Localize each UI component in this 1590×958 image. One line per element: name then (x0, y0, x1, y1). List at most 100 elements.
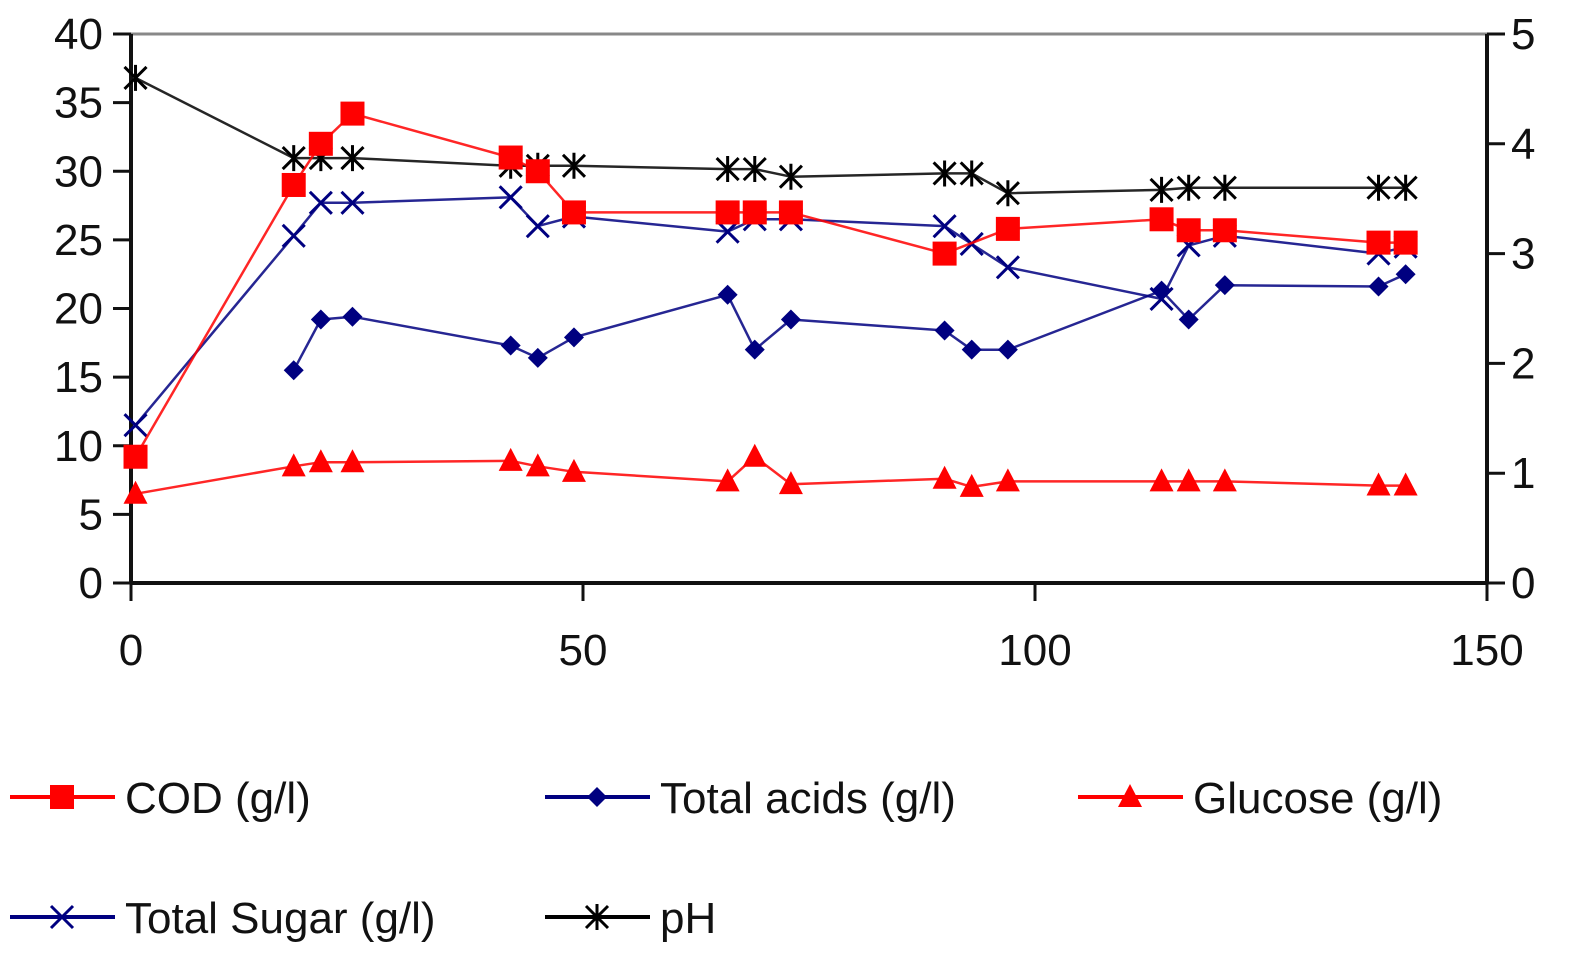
data-point (281, 172, 306, 197)
data-point (525, 214, 550, 239)
data-point (1393, 174, 1418, 201)
legend-label: COD (g/l) (125, 774, 311, 823)
data-point (123, 413, 148, 438)
data-point (281, 453, 306, 477)
data-point (1393, 472, 1418, 496)
data-point (715, 156, 740, 183)
y2-tick-label: 5 (1511, 10, 1535, 59)
legend-label: pH (660, 894, 716, 943)
data-point (1368, 276, 1389, 297)
data-point (1149, 207, 1174, 232)
data-point (1212, 468, 1237, 492)
data-point (961, 339, 982, 360)
data-point (995, 180, 1020, 207)
data-point (525, 159, 550, 184)
series-line (134, 196, 1406, 427)
data-point (717, 284, 738, 305)
y2-tick-label: 2 (1511, 339, 1535, 388)
data-point (995, 216, 1020, 241)
data-point (778, 163, 803, 190)
data-point (561, 458, 586, 482)
legend-marker (50, 785, 74, 809)
data-point (563, 327, 584, 348)
data-point (1212, 218, 1237, 243)
x-tick-label: 50 (559, 626, 608, 675)
data-point (932, 241, 957, 266)
data-point (932, 160, 957, 187)
data-point (281, 223, 306, 248)
legend-item: Glucose (g/l) (1078, 774, 1442, 823)
data-point (744, 339, 765, 360)
data-point (995, 468, 1020, 492)
data-point (778, 200, 803, 225)
data-point (715, 200, 740, 225)
data-point (498, 185, 523, 210)
data-point (934, 320, 955, 341)
data-point (1149, 286, 1174, 311)
y-tick-label: 20 (54, 285, 103, 334)
y-tick-label: 40 (54, 10, 103, 59)
x-tick-label: 0 (119, 626, 143, 675)
data-point (778, 471, 803, 495)
data-point (123, 444, 148, 469)
data-point (498, 145, 523, 170)
data-point (1366, 472, 1391, 496)
data-point (123, 64, 148, 91)
data-point (1366, 230, 1391, 255)
data-point (308, 131, 333, 156)
y-tick-label: 5 (79, 490, 103, 539)
y-tick-label: 25 (54, 216, 103, 265)
series-line (292, 273, 1407, 371)
data-point (498, 447, 523, 471)
legend-item: COD (g/l) (10, 774, 311, 823)
data-point (1212, 174, 1237, 201)
data-point (959, 160, 984, 187)
data-point (308, 449, 333, 473)
x-tick-label: 150 (1450, 626, 1523, 675)
legend-marker (1118, 784, 1142, 807)
data-point (1149, 468, 1174, 492)
y2-tick-label: 0 (1511, 559, 1535, 608)
data-point (997, 339, 1018, 360)
y-tick-label: 10 (54, 422, 103, 471)
data-point (995, 255, 1020, 280)
data-point (283, 360, 304, 381)
y2-tick-label: 4 (1511, 120, 1535, 169)
data-point (742, 156, 767, 183)
data-point (1395, 264, 1416, 285)
legend-label: Total acids (g/l) (660, 774, 956, 823)
data-point (525, 453, 550, 477)
data-point (932, 214, 957, 239)
y2-tick-label: 3 (1511, 230, 1535, 279)
data-point (561, 200, 586, 225)
data-point (932, 465, 957, 489)
legend: COD (g/l) Total acids (g/l) Glucose (g/l) T… (10, 774, 1442, 943)
y-tick-label: 0 (79, 559, 103, 608)
data-point (340, 101, 365, 126)
data-point (742, 443, 767, 467)
series-glucose-g-l (123, 443, 1418, 504)
data-point (1149, 176, 1174, 203)
data-point (340, 190, 365, 215)
legend-label: Total Sugar (g/l) (125, 894, 436, 943)
data-point (742, 200, 767, 225)
data-point (340, 449, 365, 473)
data-point (715, 468, 740, 492)
legend-label: Glucose (g/l) (1193, 774, 1442, 823)
data-point (123, 480, 148, 504)
data-point (1393, 230, 1418, 255)
data-point (1176, 468, 1201, 492)
data-point (1176, 218, 1201, 243)
legend-item: pH (545, 894, 716, 943)
data-point (500, 335, 521, 356)
y-tick-label: 35 (54, 79, 103, 128)
series-total-acids-g-l (283, 264, 1416, 381)
y-tick-label: 15 (54, 353, 103, 402)
series-line (134, 76, 1406, 195)
x-tick-label: 100 (998, 626, 1071, 675)
y2-tick-label: 1 (1511, 449, 1535, 498)
data-point (1366, 174, 1391, 201)
legend-item: Total Sugar (g/l) (10, 894, 436, 943)
